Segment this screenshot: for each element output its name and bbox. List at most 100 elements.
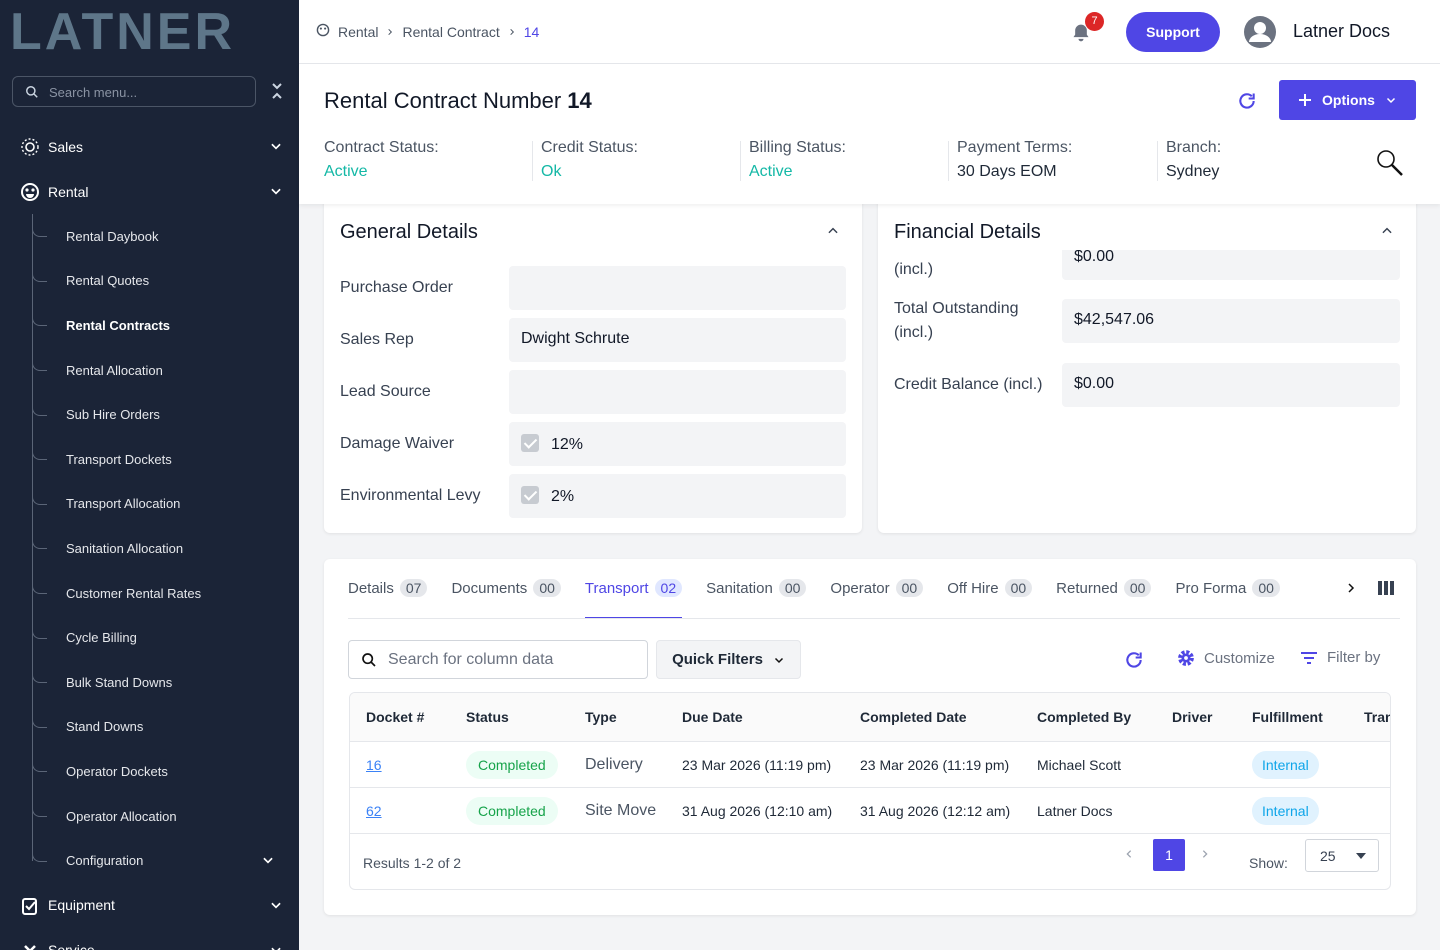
submenu-item[interactable]: Rental Daybook [0, 214, 299, 259]
column-header[interactable]: Status [466, 709, 509, 725]
quick-filters[interactable]: Quick Filters [656, 640, 801, 679]
scroll-tabs[interactable] [1345, 581, 1357, 595]
page-size[interactable]: 25 [1305, 839, 1379, 872]
menu-item[interactable]: Service [0, 928, 299, 950]
search-contract[interactable] [1375, 148, 1405, 178]
tab[interactable]: Off Hire 00 [947, 577, 1033, 619]
submenu-item[interactable]: Transport Dockets [0, 436, 299, 482]
plus-icon [1299, 94, 1312, 106]
refresh[interactable] [1124, 650, 1144, 670]
contract-number: 14 [567, 88, 592, 113]
table-cell: Latner Docs [1037, 788, 1112, 833]
column-header[interactable]: Completed By [1037, 709, 1132, 725]
show-label: Show: [1249, 855, 1288, 871]
column-header[interactable]: Completed Date [860, 709, 967, 725]
breadcrumb-item[interactable]: Rental Contract [402, 23, 500, 40]
tab-count: 07 [399, 579, 428, 597]
breadcrumb-item[interactable]: Rental [338, 23, 379, 40]
table-search[interactable]: Search for column data [348, 640, 648, 679]
menu-item[interactable]: Equipment [0, 883, 299, 928]
card-title: General Details [340, 221, 478, 243]
next-page[interactable] [1200, 847, 1210, 861]
tab[interactable]: Operator 00 [830, 577, 924, 619]
submenu-label: Operator Allocation [66, 808, 177, 824]
current-page[interactable]: 1 [1153, 839, 1185, 871]
column-header[interactable]: Driver [1172, 709, 1213, 725]
column-header[interactable]: Due Date [682, 709, 743, 725]
columns-toggle[interactable] [1378, 581, 1394, 595]
field: Damage Waiver 12% [340, 422, 846, 466]
submenu-item[interactable]: Rental Quotes [0, 258, 299, 304]
field-input[interactable]: Dwight Schrute [509, 318, 846, 362]
tab[interactable]: Pro Forma 00 [1175, 577, 1280, 619]
column-header[interactable]: Fulfillment [1252, 709, 1323, 725]
notifications[interactable] [1071, 22, 1091, 44]
expand-chevron [269, 139, 283, 156]
tab[interactable]: Returned 00 [1056, 577, 1152, 619]
menu-search[interactable]: Search menu... [12, 76, 256, 107]
field-label: Total Outstanding (incl.) [894, 300, 1019, 341]
icon [316, 23, 330, 37]
filter-by[interactable]: Filter by [1300, 649, 1380, 666]
checkbox[interactable] [521, 434, 539, 452]
submenu-item[interactable]: Operator Dockets [0, 749, 299, 794]
field-value: $0.00 [1062, 363, 1400, 407]
contract-title: Rental Contract Number 14 [324, 88, 592, 114]
menu-item[interactable]: Rental [0, 169, 299, 214]
user-name[interactable]: Latner Docs [1293, 21, 1391, 41]
tab[interactable]: Details 07 [348, 577, 428, 619]
tab[interactable]: Documents 00 [451, 577, 561, 619]
tab[interactable]: Sanitation 00 [706, 577, 807, 619]
table-cell: 62 [366, 788, 382, 833]
collapse-sidebar[interactable] [270, 82, 284, 100]
support-button[interactable]: Support [1126, 12, 1220, 52]
prev-page[interactable] [1124, 847, 1134, 861]
icon [21, 183, 39, 201]
submenu-item[interactable]: Operator Allocation [0, 793, 299, 839]
table-cell: Internal [1252, 788, 1319, 833]
column-header[interactable]: Docket # [366, 709, 425, 725]
submenu-item[interactable]: Customer Rental Rates [0, 570, 299, 616]
options-button[interactable]: Options [1279, 80, 1416, 120]
status-label: Contract Status: [324, 139, 439, 156]
icon [21, 138, 39, 156]
logo[interactable]: LATNER [10, 3, 236, 61]
search-placeholder: Search menu... [49, 85, 138, 100]
icon [388, 28, 393, 35]
menu-item[interactable]: Sales [0, 124, 299, 169]
search-icon [362, 653, 376, 667]
docket-link[interactable]: 16 [366, 756, 382, 773]
submenu-item[interactable]: Sub Hire Orders [0, 392, 299, 437]
column-header[interactable]: Type [585, 709, 617, 725]
status: Credit Status: Ok [532, 139, 638, 187]
checkbox[interactable] [521, 486, 539, 504]
collapse[interactable] [1380, 224, 1394, 238]
column-header[interactable]: Tran [1364, 709, 1391, 725]
submenu-item[interactable]: Cycle Billing [0, 615, 299, 660]
customize[interactable]: Customize [1177, 649, 1275, 667]
submenu-item[interactable]: Transport Allocation [0, 481, 299, 527]
submenu-item[interactable]: Configuration [0, 838, 299, 883]
status-value: Active [324, 163, 368, 180]
field-input[interactable]: 2% [509, 474, 846, 518]
avatar[interactable] [1244, 16, 1276, 48]
field-input[interactable] [509, 370, 846, 414]
field-label: Purchase Order [340, 279, 453, 296]
field-input[interactable] [509, 266, 846, 310]
submenu-item[interactable]: Bulk Stand Downs [0, 659, 299, 705]
tab[interactable]: Transport 02 [584, 577, 683, 619]
breadcrumb-item[interactable]: 14 [523, 23, 540, 40]
expand-chevron [269, 898, 283, 915]
docket-link[interactable]: 62 [366, 802, 382, 819]
collapse[interactable] [826, 224, 840, 238]
submenu-item[interactable]: Rental Allocation [0, 347, 299, 393]
submenu-label: Rental Contracts [66, 317, 171, 333]
field-input[interactable]: 12% [509, 422, 846, 466]
submenu-item[interactable]: Rental Contracts [0, 303, 299, 348]
financial-details: Credits Allocated (incl.) $0.00 Total Outs… [878, 190, 1416, 533]
submenu-item[interactable]: Stand Downs [0, 704, 299, 750]
refresh[interactable] [1237, 91, 1257, 111]
tab-label: Pro Forma [1175, 580, 1247, 597]
submenu-item[interactable]: Sanitation Allocation [0, 526, 299, 571]
